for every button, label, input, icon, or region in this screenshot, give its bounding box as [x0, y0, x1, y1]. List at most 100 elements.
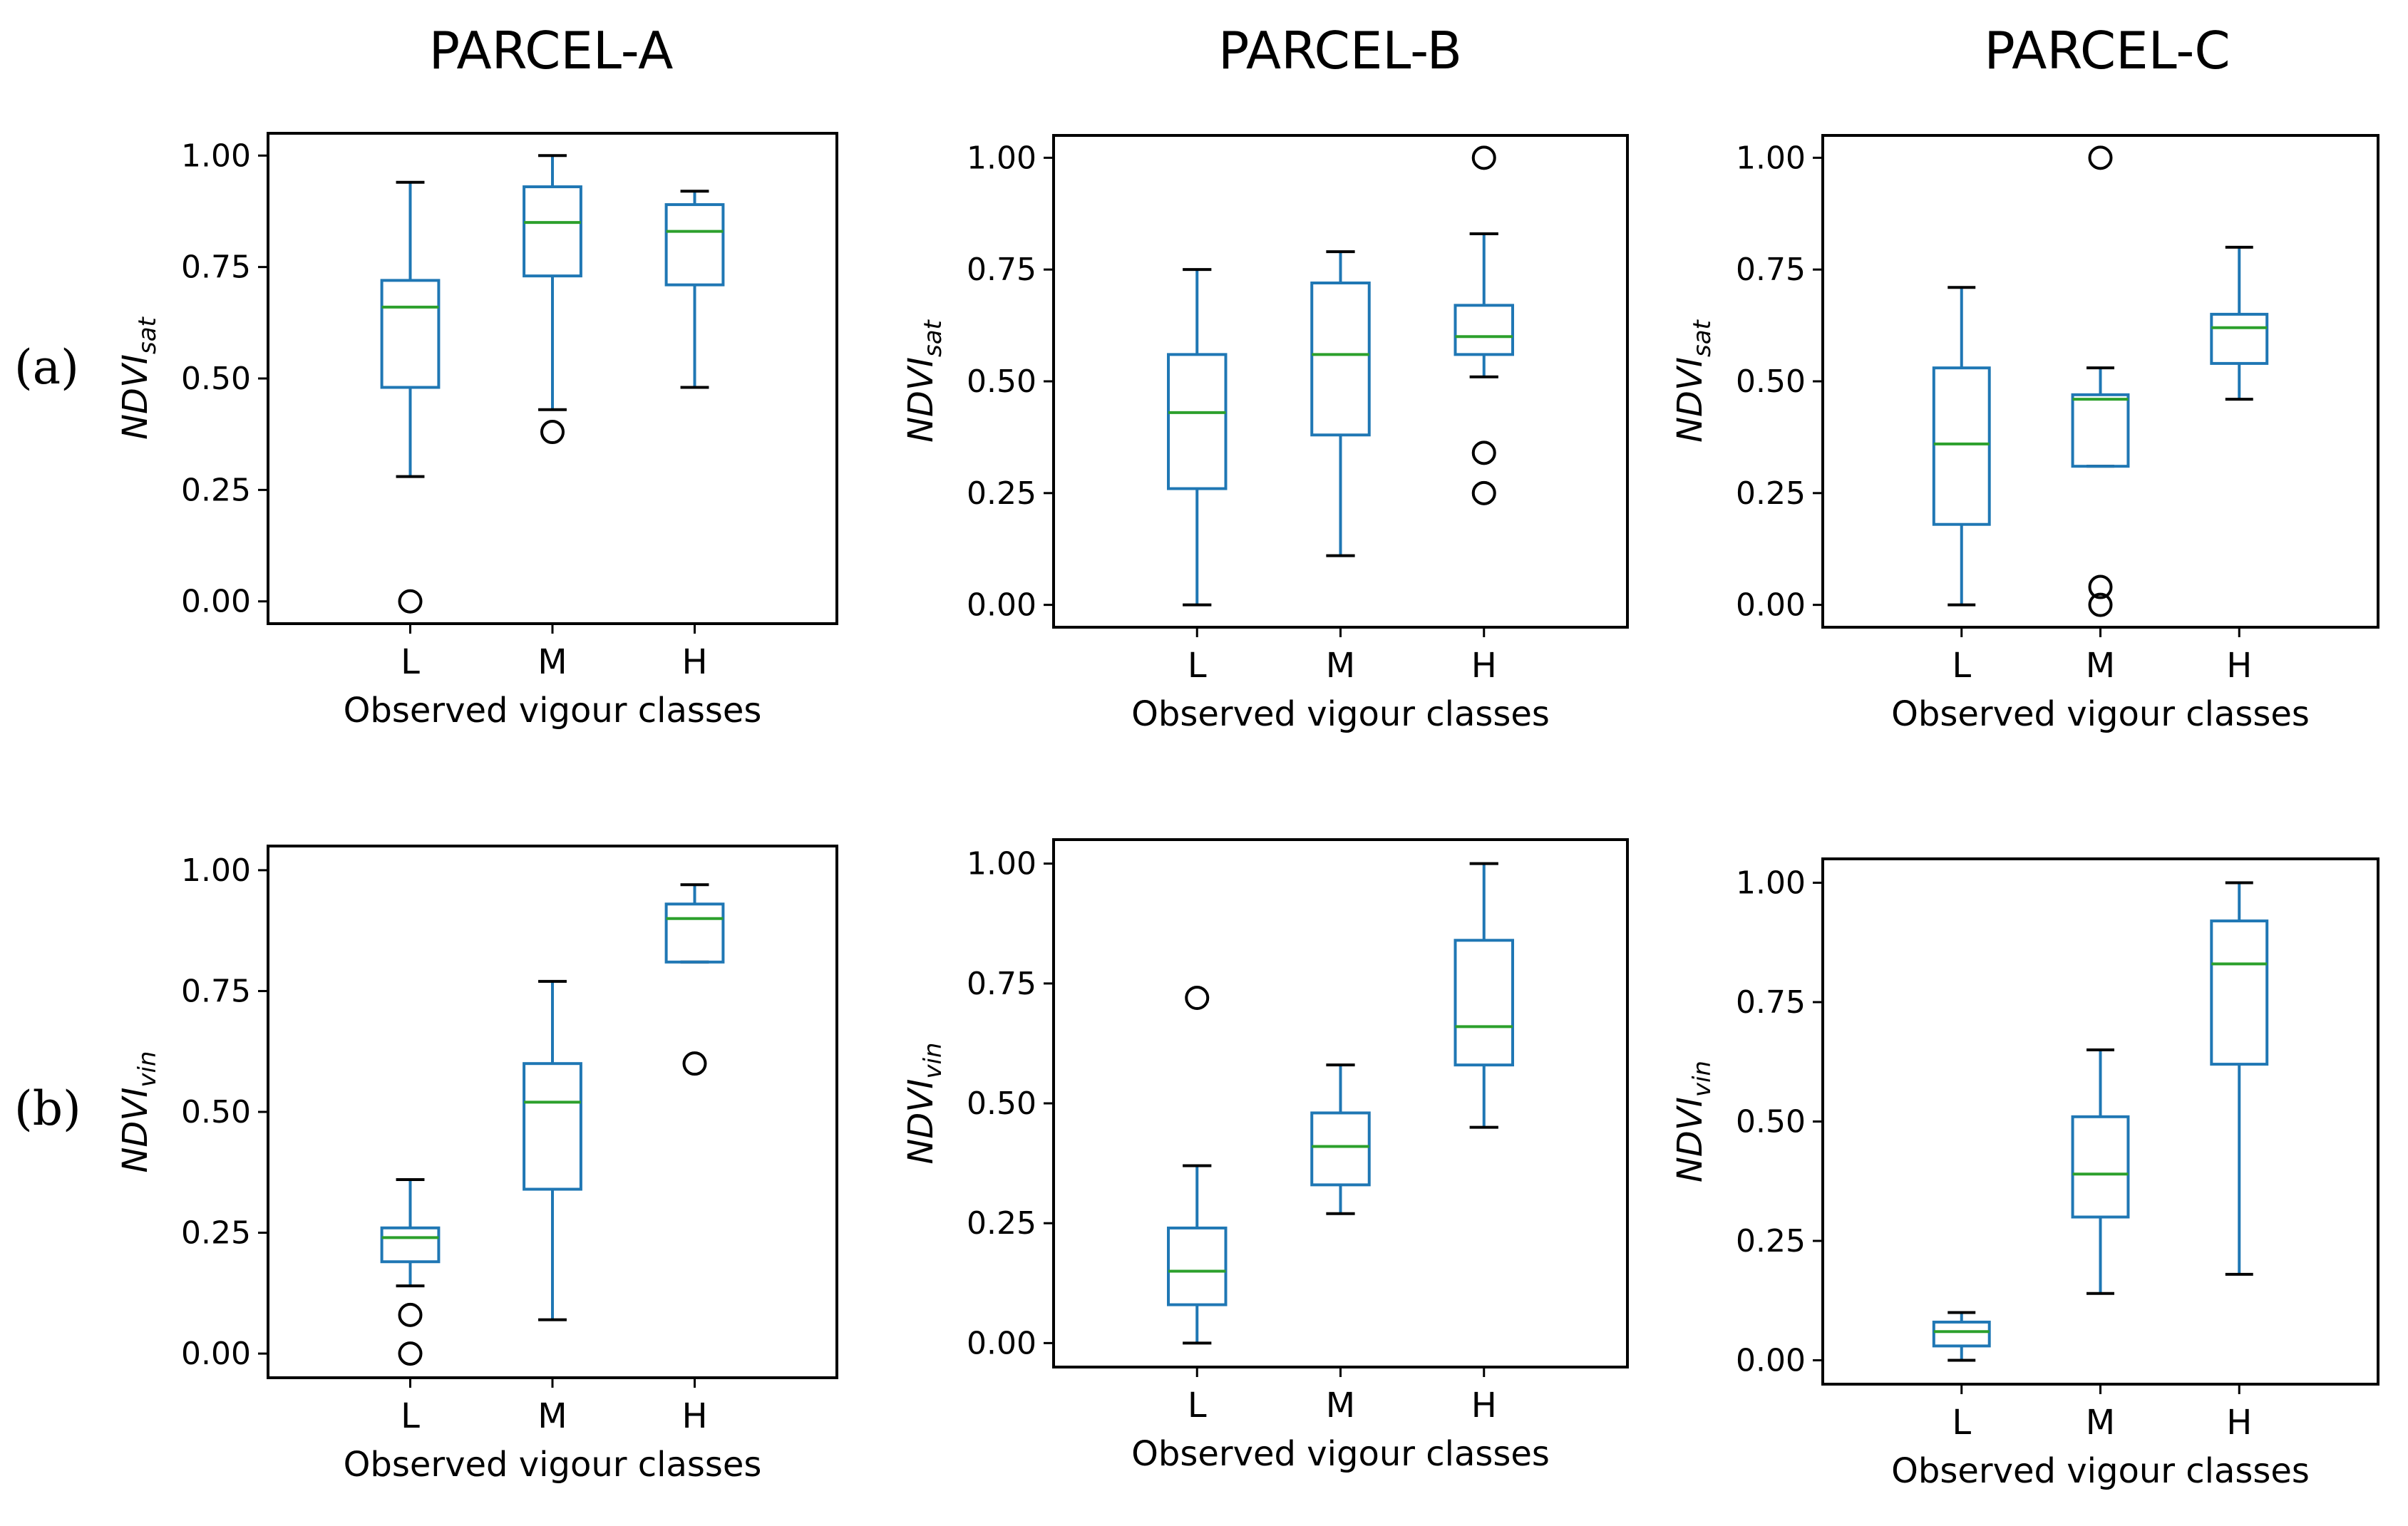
- x-tick-label: L: [1188, 1386, 1207, 1426]
- x-tick-label: M: [1326, 646, 1355, 686]
- box-H: [1453, 145, 1514, 505]
- y-tick-label: 0.75: [1736, 984, 1806, 1021]
- box-H: [664, 190, 725, 389]
- y-axis-label: NDVIvin: [1670, 1061, 1717, 1182]
- box-L: [380, 1177, 441, 1366]
- y-axis-label: NDVIsat: [1670, 319, 1717, 442]
- y-tick-label: 1.00: [1736, 865, 1806, 902]
- y-tick-label: 0.50: [181, 361, 251, 397]
- box-iqr: [380, 1226, 441, 1264]
- box-L: [1932, 1311, 1991, 1362]
- row-label-a: (a): [14, 340, 79, 395]
- box-M: [523, 154, 582, 445]
- y-tick-label: 0.50: [967, 364, 1036, 400]
- row-label-b: (b): [14, 1081, 81, 1136]
- x-tick-label: M: [1326, 1386, 1355, 1426]
- box-iqr: [1167, 353, 1228, 490]
- outlier-point: [2088, 574, 2113, 599]
- panel-r0-c1: 0.00 0.25 0.50 0.75 1.00 L M H Observed vigour c…: [901, 134, 1629, 734]
- box-H: [2210, 245, 2269, 401]
- y-tick-label: 0.00: [967, 587, 1036, 624]
- box-L: [1167, 268, 1228, 607]
- box-M: [1310, 1063, 1371, 1215]
- box-iqr: [2210, 919, 2269, 1066]
- y-tick-label: 1.00: [181, 138, 251, 174]
- panel-r1-c2: 0.00 0.25 0.50 0.75 1.00 L M H Observed vigour c…: [1670, 857, 2379, 1491]
- y-axis-label: NDVIsat: [901, 319, 947, 442]
- y-axis-label: NDVIvin: [115, 1051, 162, 1173]
- x-tick-label: H: [1471, 1386, 1497, 1426]
- box-iqr: [664, 203, 725, 287]
- outlier-point: [398, 589, 423, 614]
- y-axis-label-main: NDVI: [901, 357, 941, 443]
- outlier-point: [1471, 480, 1496, 505]
- panel-r1-c1: 0.00 0.25 0.50 0.75 1.00 L M H Observed vigour c…: [901, 838, 1629, 1474]
- box-iqr: [2071, 1115, 2130, 1219]
- y-tick-label: 0.00: [1736, 587, 1806, 624]
- x-tick-label: H: [2226, 1403, 2252, 1443]
- box-iqr: [2071, 393, 2130, 468]
- box-H: [2210, 881, 2269, 1276]
- box-iqr: [523, 1062, 582, 1191]
- box-iqr: [1453, 304, 1514, 356]
- x-tick-label: L: [1952, 646, 1971, 686]
- y-tick-label: 0.75: [967, 252, 1036, 288]
- box-iqr: [2210, 312, 2269, 365]
- box-iqr: [664, 902, 725, 964]
- y-axis-label-main: NDVI: [1670, 357, 1710, 443]
- y-tick-label: 0.75: [181, 249, 251, 286]
- y-axis-label-main: NDVI: [115, 354, 155, 440]
- y-tick-label: 1.00: [181, 852, 251, 889]
- outlier-point: [1185, 986, 1210, 1010]
- box-iqr: [1310, 1111, 1371, 1187]
- box-iqr: [380, 279, 441, 389]
- y-axis-label: NDVIsat: [115, 316, 162, 439]
- panel-r0-c2: 0.00 0.25 0.50 0.75 1.00 L M H Observed vigour c…: [1670, 134, 2379, 734]
- y-tick-label: 0.75: [1736, 252, 1806, 288]
- box-L: [1932, 286, 1991, 607]
- box-H: [1453, 862, 1514, 1129]
- x-tick-label: M: [537, 1396, 567, 1436]
- x-axis-label: Observed vigour classes: [344, 691, 762, 731]
- y-tick-label: 0.25: [181, 1215, 251, 1252]
- x-tick-label: H: [681, 642, 707, 682]
- outlier-point: [398, 1302, 423, 1327]
- box-iqr: [1453, 939, 1514, 1067]
- y-axis-label: NDVIvin: [901, 1043, 947, 1165]
- y-tick-label: 1.00: [967, 140, 1036, 176]
- y-axis-label-subscript: sat: [1688, 319, 1717, 357]
- y-tick-label: 0.50: [1736, 1104, 1806, 1140]
- box-iqr: [1932, 366, 1991, 526]
- box-M: [2071, 1048, 2130, 1295]
- outlier-point: [2088, 592, 2113, 617]
- outlier-point: [682, 1051, 707, 1076]
- x-axis-label: Observed vigour classes: [1891, 694, 2310, 734]
- column-title-parcel-b: PARCEL-B: [1218, 21, 1462, 81]
- y-tick-label: 0.25: [1736, 475, 1806, 512]
- x-axis-label: Observed vigour classes: [1131, 694, 1550, 734]
- panels: 0.00 0.25 0.50 0.75 1.00 L M H Observed vigour c…: [115, 132, 2379, 1491]
- x-tick-label: L: [401, 642, 420, 682]
- box-iqr: [1932, 1320, 1991, 1348]
- box-iqr: [523, 185, 582, 278]
- y-axis-label-subscript: vin: [1688, 1061, 1717, 1097]
- outlier-point: [1471, 145, 1496, 170]
- box-iqr: [1167, 1226, 1228, 1306]
- y-tick-label: 0.25: [967, 1205, 1036, 1242]
- y-tick-label: 0.25: [967, 475, 1036, 512]
- x-tick-label: L: [1952, 1403, 1971, 1443]
- panel-r0-c0: 0.00 0.25 0.50 0.75 1.00 L M H Observed vigour c…: [115, 132, 838, 731]
- y-axis-label-main: NDVI: [901, 1079, 941, 1165]
- y-tick-label: 0.00: [1736, 1343, 1806, 1379]
- y-tick-label: 0.25: [1736, 1223, 1806, 1259]
- panel-r1-c0: 0.00 0.25 0.50 0.75 1.00 L M H Observed vigour c…: [115, 845, 838, 1485]
- x-axis-label: Observed vigour classes: [1131, 1434, 1550, 1474]
- outlier-point: [1471, 440, 1496, 465]
- box-M: [1310, 250, 1371, 557]
- y-tick-label: 0.75: [181, 973, 251, 1009]
- y-tick-label: 0.00: [967, 1325, 1036, 1361]
- y-axis-label-main: NDVI: [1670, 1097, 1710, 1182]
- box-iqr: [1310, 282, 1371, 437]
- outlier-point: [540, 420, 565, 445]
